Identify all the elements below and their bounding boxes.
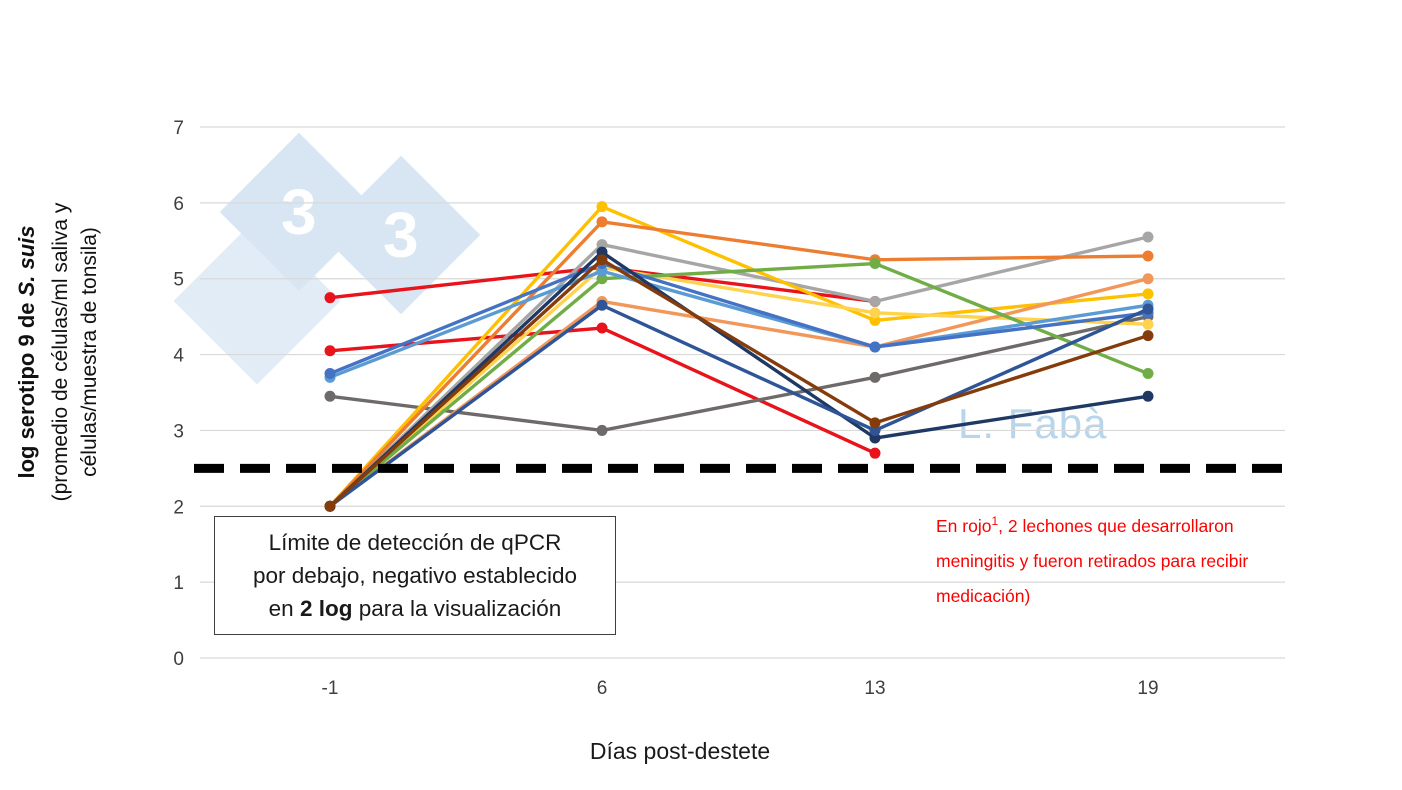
series-point-lechon-verde bbox=[1142, 368, 1154, 380]
series-point-lechon-azul-claro bbox=[596, 265, 608, 277]
y-axis-subtitle-line2: células/muestra de tonsila) bbox=[78, 227, 101, 477]
series-point-lechon-gris-claro bbox=[596, 239, 608, 251]
x-tick-label: 19 bbox=[1137, 678, 1158, 699]
series-point-lechon-naranja bbox=[1142, 250, 1154, 262]
series-point-lechon-gris-claro bbox=[869, 295, 881, 307]
series-point-lechon-gris-claro bbox=[1142, 231, 1154, 243]
series-point-lechon-amarillo bbox=[596, 201, 608, 213]
series-point-lechon-marron bbox=[596, 254, 608, 266]
series-line-lechon-azul bbox=[328, 261, 1150, 376]
series-point-lechon-rojo-2 bbox=[869, 447, 881, 459]
series-point-lechon-azul bbox=[324, 368, 336, 380]
red-piglets-note: En rojo1, 2 lechones que desarrollaron m… bbox=[936, 514, 1249, 606]
series-point-lechon-rojo-2 bbox=[324, 345, 336, 357]
y-axis-subtitle-line1: (promedio de células/ml saliva y bbox=[49, 202, 72, 502]
y-tick-label: 7 bbox=[173, 118, 184, 139]
series-point-lechon-azul-oscuro bbox=[596, 299, 608, 311]
series-point-lechon-azul-oscuro bbox=[869, 424, 881, 436]
series-line-lechon-azul-oscuro bbox=[328, 303, 1150, 508]
y-tick-label: 2 bbox=[173, 497, 184, 518]
y-tick-label: 3 bbox=[173, 421, 184, 442]
series-point-lechon-marron bbox=[324, 500, 336, 512]
series-line-lechon-azul-marino bbox=[328, 250, 1150, 508]
series-point-lechon-amarillo bbox=[869, 314, 881, 326]
footnote-marker: 1 bbox=[991, 514, 999, 528]
series-point-lechon-marron bbox=[869, 417, 881, 429]
x-tick-label: 13 bbox=[864, 678, 885, 699]
series-line-lechon-azul-claro bbox=[328, 269, 1150, 380]
series-point-lechon-gris-oscuro bbox=[596, 424, 608, 436]
y-tick-label: 5 bbox=[173, 270, 184, 291]
series-point-lechon-amarillo-claro bbox=[869, 307, 881, 319]
series-point-lechon-rojo-2 bbox=[596, 322, 608, 334]
series-point-lechon-verde bbox=[869, 258, 881, 270]
series-point-lechon-marron bbox=[1142, 330, 1154, 342]
series-line-lechon-marron bbox=[328, 258, 1150, 508]
x-tick-label: -1 bbox=[322, 678, 339, 699]
detection-note-line1: Límite de detección de qPCR bbox=[268, 530, 562, 555]
y-tick-label: 6 bbox=[173, 194, 184, 215]
series-point-lechon-naranja bbox=[596, 216, 608, 228]
series-point-lechon-azul bbox=[869, 341, 881, 353]
series-line-lechon-naranja bbox=[328, 220, 1150, 508]
y-axis-title: log serotipo 9 de S. suis (promedio de c… bbox=[14, 90, 104, 614]
series-line-lechon-gris-claro bbox=[328, 235, 1150, 508]
detection-note-line3: en 2 log para la visualización bbox=[268, 596, 562, 621]
series-point-lechon-rojo-1 bbox=[324, 292, 336, 304]
y-tick-label: 0 bbox=[173, 649, 184, 670]
y-tick-label: 1 bbox=[173, 573, 184, 594]
series-line-lechon-verde bbox=[328, 261, 1150, 508]
series-point-lechon-amarillo bbox=[1142, 288, 1154, 300]
series-point-lechon-azul-marino bbox=[869, 432, 881, 444]
detection-note-bold: 2 log bbox=[299, 596, 353, 621]
series-point-lechon-amarillo-claro bbox=[1142, 318, 1154, 330]
series-line-lechon-amarillo bbox=[328, 204, 1150, 508]
series-point-lechon-azul-oscuro bbox=[1142, 303, 1154, 315]
species-name: S. suis bbox=[14, 225, 39, 297]
series-point-lechon-gris-oscuro bbox=[869, 371, 881, 383]
series-point-lechon-gris-oscuro bbox=[324, 390, 336, 402]
x-tick-label: 6 bbox=[597, 678, 608, 699]
detection-note-line2: por debajo, negativo establecido bbox=[253, 563, 577, 588]
series-point-lechon-naranja-claro bbox=[1142, 273, 1154, 285]
series-point-lechon-azul-marino bbox=[1142, 390, 1154, 402]
y-tick-label: 4 bbox=[173, 346, 184, 367]
y-axis-title-main: log serotipo 9 de S. suis bbox=[14, 225, 39, 479]
detection-limit-note: Límite de detección de qPCR por debajo, … bbox=[214, 516, 616, 635]
series-point-lechon-verde bbox=[596, 273, 608, 285]
x-axis-title: Días post-destete bbox=[589, 738, 771, 764]
series-line-lechon-gris-oscuro bbox=[328, 314, 1150, 433]
series-point-lechon-azul-marino bbox=[596, 246, 608, 258]
